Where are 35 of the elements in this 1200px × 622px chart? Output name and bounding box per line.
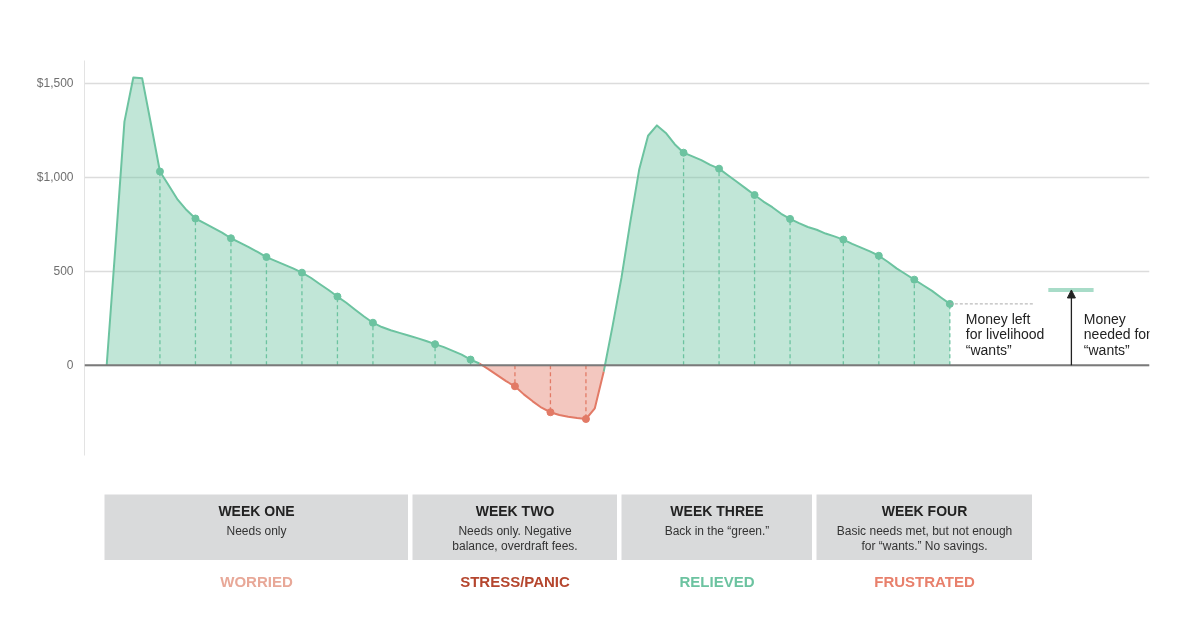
point bbox=[297, 268, 306, 277]
text: Basic needs met, but not enough for “wants.” No savings. bbox=[836, 523, 1013, 553]
text: WEEK FOUR bbox=[881, 502, 968, 519]
point bbox=[333, 292, 342, 301]
text: STRESS/PANIC bbox=[460, 573, 571, 590]
point bbox=[750, 191, 759, 199]
text: WEEK TWO bbox=[475, 502, 555, 519]
y-tick-label: 500 bbox=[53, 264, 74, 279]
annotation: Money left for livelihood “wants” bbox=[965, 310, 1045, 358]
point bbox=[191, 214, 200, 223]
y-tick-label: 0 bbox=[66, 358, 74, 373]
y-tick-label: $1,000 bbox=[36, 170, 74, 185]
text: Needs only. Negative balance, overdraft fees. bbox=[452, 523, 578, 553]
y-tick-label: $1,500 bbox=[36, 76, 74, 91]
point bbox=[581, 415, 590, 423]
point bbox=[546, 408, 555, 417]
text: RELIEVED bbox=[679, 573, 755, 590]
text: Back in the “green.” bbox=[664, 523, 770, 538]
point bbox=[510, 382, 519, 391]
point bbox=[262, 253, 271, 262]
text: WEEK ONE bbox=[218, 502, 295, 519]
point bbox=[786, 214, 795, 223]
text: FRUSTRATED bbox=[874, 573, 975, 590]
point bbox=[431, 340, 440, 349]
point bbox=[874, 251, 883, 260]
point bbox=[368, 318, 377, 327]
point bbox=[910, 275, 919, 284]
text: WORRIED bbox=[220, 573, 293, 590]
point bbox=[155, 167, 164, 176]
point bbox=[839, 235, 848, 244]
point bbox=[715, 164, 724, 173]
point bbox=[226, 234, 235, 243]
text: WEEK THREE bbox=[670, 502, 764, 519]
text: Needs only bbox=[226, 523, 287, 538]
point bbox=[679, 148, 688, 157]
